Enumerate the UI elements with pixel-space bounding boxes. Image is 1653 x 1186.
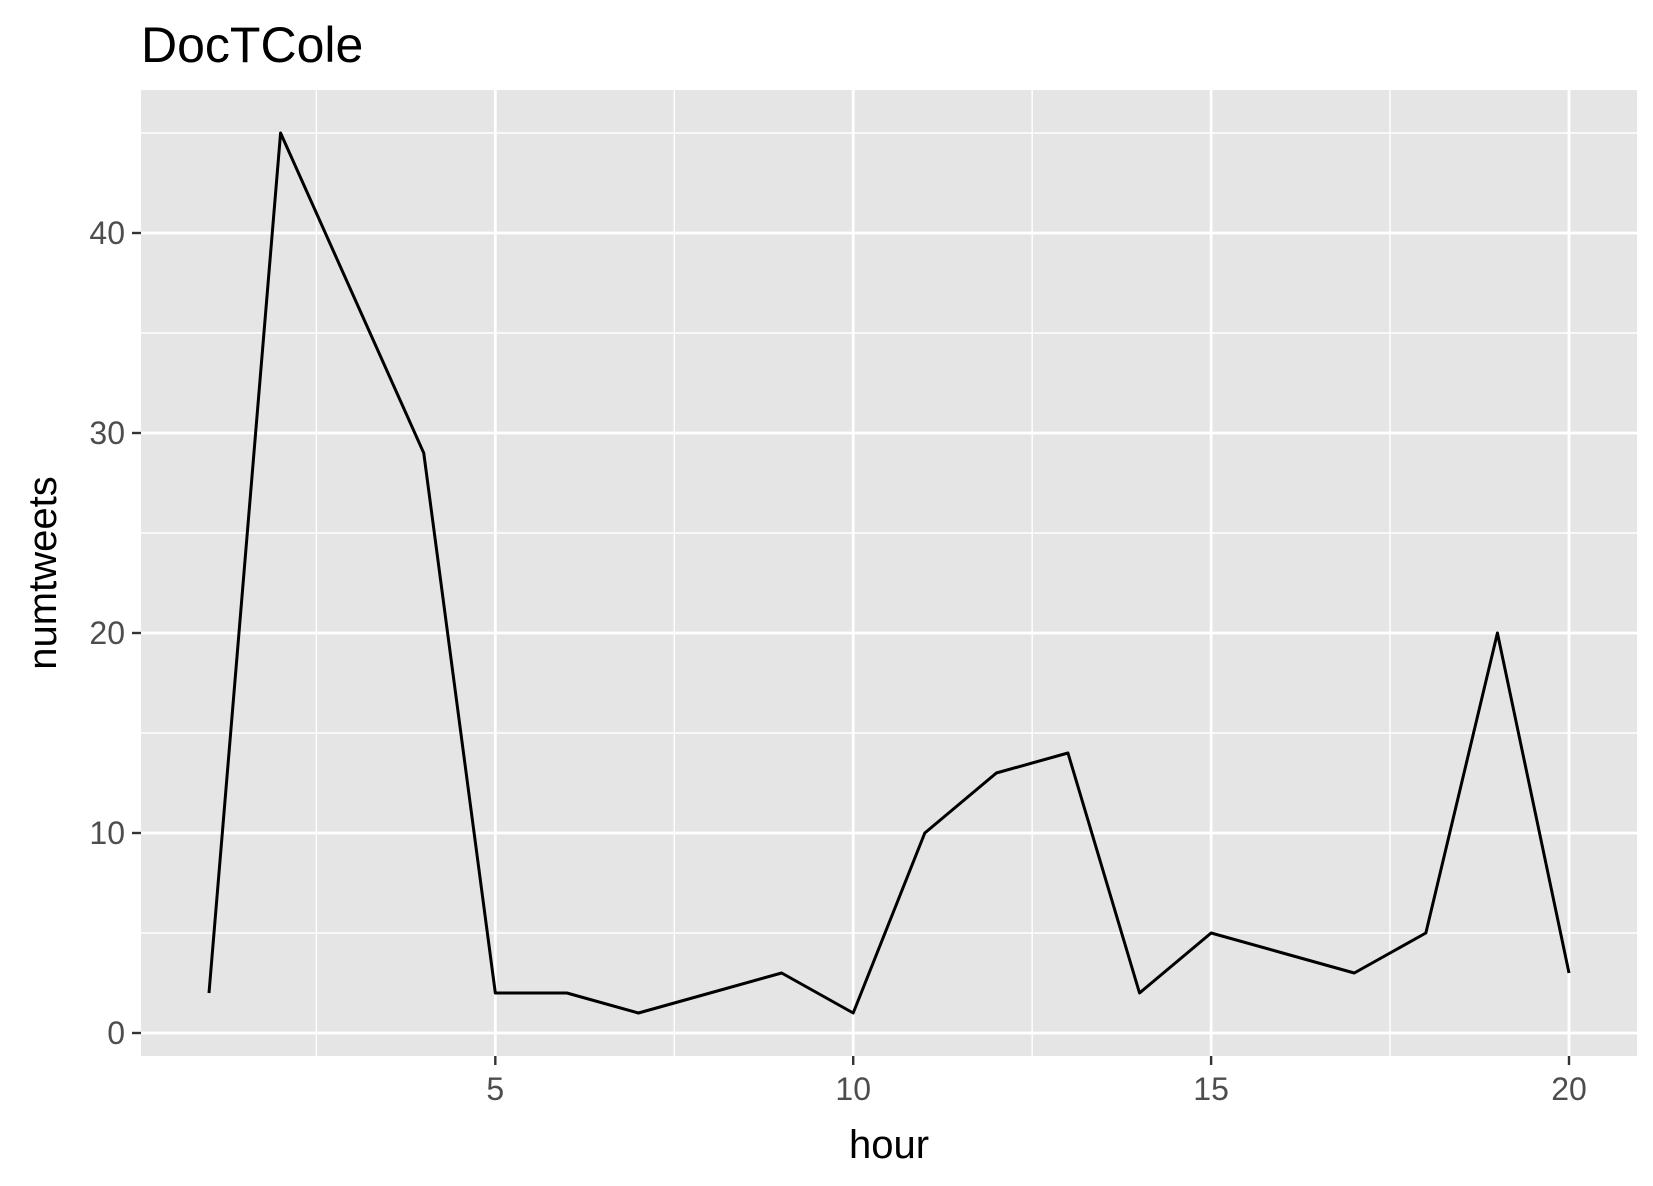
x-tick-label: 10 [835,1071,871,1107]
data-point [351,292,354,295]
data-point [494,992,497,995]
series-line [207,131,1571,1015]
major-gridlines [141,90,1637,1056]
x-axis: 5 10 15 20 [486,1056,1587,1107]
data-point [923,832,926,835]
data-point [780,972,783,975]
x-tick-label: 20 [1551,1071,1587,1107]
data-point [422,452,425,455]
data-point [279,132,282,135]
data-point [1066,752,1069,755]
data-point [1138,992,1141,995]
chart-title: DocTCole [141,17,363,73]
y-tick-label: 10 [89,815,125,851]
data-point [1281,952,1284,955]
y-tick-label: 40 [89,215,125,251]
y-axis: 0 10 20 30 40 [89,215,141,1051]
y-tick-label: 20 [89,615,125,651]
x-tick-label: 15 [1193,1071,1229,1107]
data-point [1496,632,1499,635]
data-point [565,992,568,995]
data-point [1353,972,1356,975]
data-point [208,992,211,995]
x-tick-label: 5 [486,1071,504,1107]
data-point [637,1012,640,1015]
data-point [1568,972,1571,975]
panel-background [141,90,1637,1056]
minor-gridlines [141,90,1637,1056]
y-tick-label: 0 [107,1015,125,1051]
data-point [1210,932,1213,935]
series-layer [207,131,1571,1015]
data-point [709,992,712,995]
y-tick-label: 30 [89,415,125,451]
y-axis-title: numtweets [21,476,65,669]
data-point [852,1012,855,1015]
data-point [1424,932,1427,935]
data-point [995,772,998,775]
x-axis-title: hour [849,1123,929,1167]
